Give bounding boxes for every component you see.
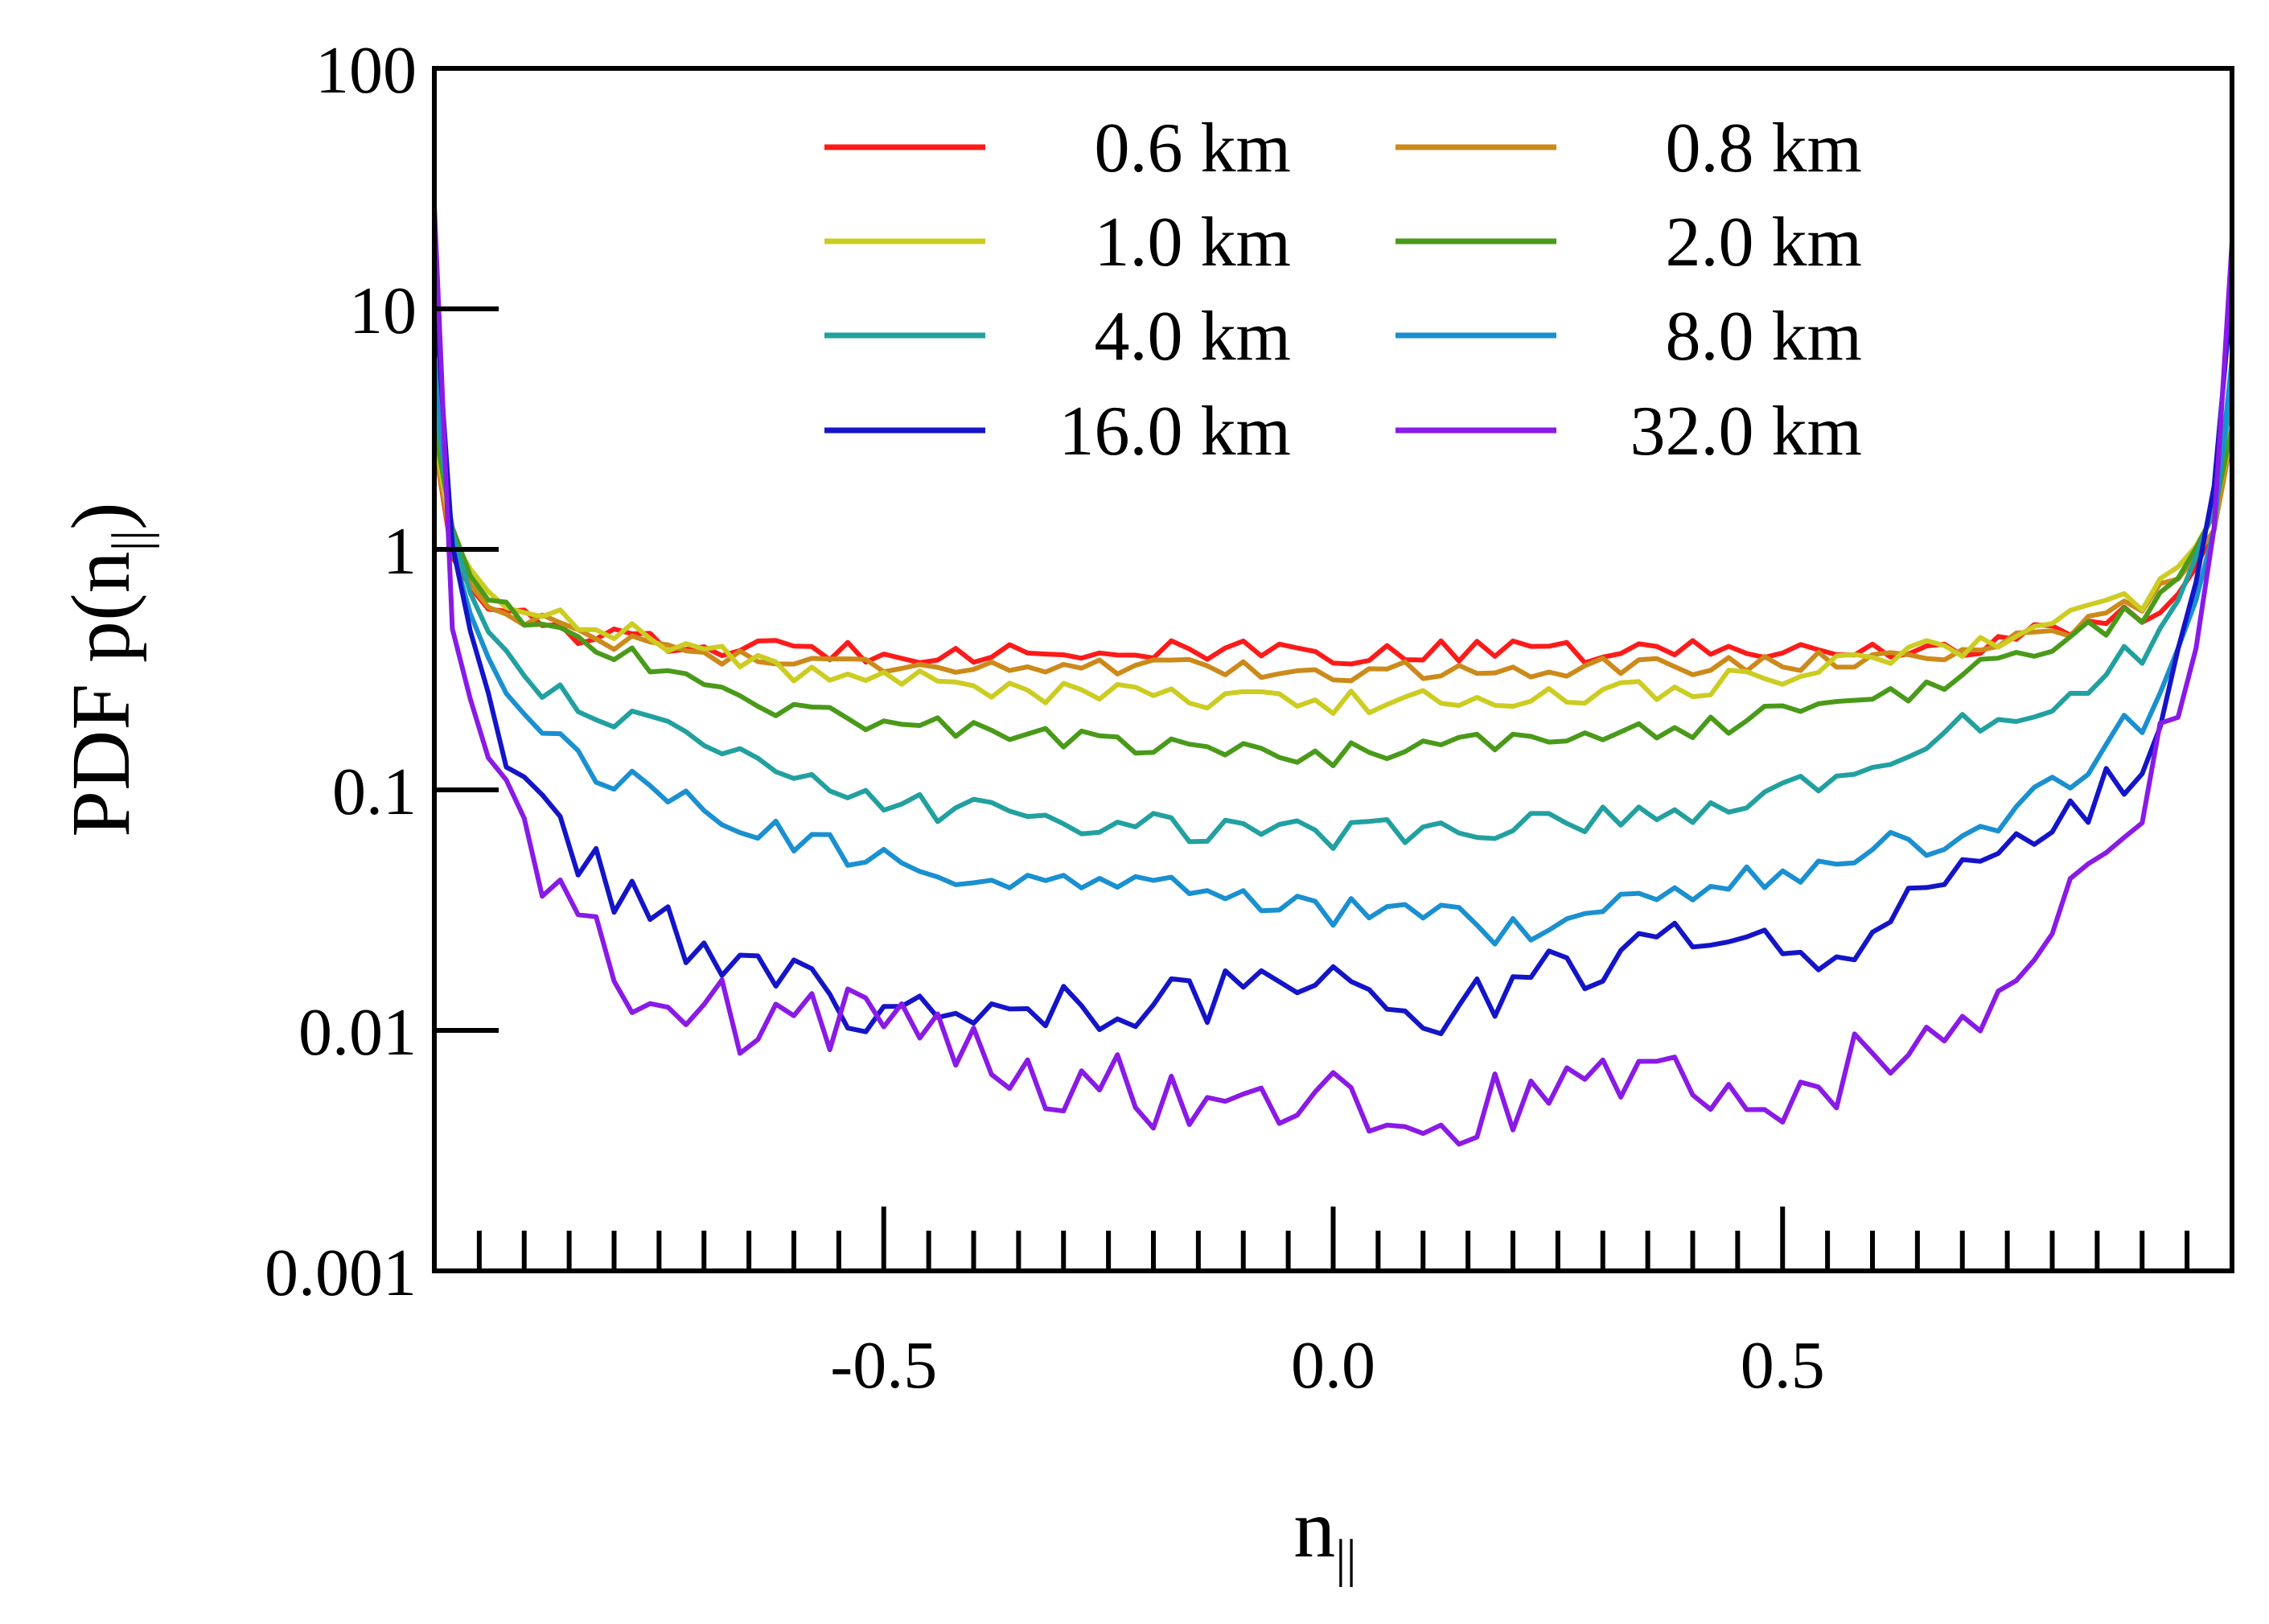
legend: 0.6 km 0.8 km 1.0 km 2.0 km 4.0 km 8.0 km 16.0… bbox=[824, 109, 1862, 471]
y-tick-label: 100 bbox=[315, 33, 417, 108]
series-line-0-6-km bbox=[432, 434, 2234, 667]
y-axis-title-main: PDF p(n bbox=[55, 551, 147, 837]
x-tick-label: 0.5 bbox=[1741, 1328, 1825, 1403]
legend-label: 32.0 km bbox=[1630, 393, 1862, 471]
series-line-1-0-km bbox=[432, 432, 2234, 716]
y-tick-label: 10 bbox=[349, 273, 417, 348]
y-axis-title-subscript: || bbox=[101, 530, 160, 551]
y-axis-title: PDF p(n||) bbox=[55, 502, 160, 837]
x-axis-title: n|| bbox=[1293, 1482, 1356, 1588]
series-line-2-0-km bbox=[432, 426, 2234, 768]
tick-layer: 0.001 0.01 0.1 1 10 100 -0.5 0.0 0.5 bbox=[265, 33, 2190, 1403]
series-line-8-0-km bbox=[432, 359, 2234, 947]
y-tick-label: 1 bbox=[383, 514, 417, 589]
x-tick-label: -0.5 bbox=[830, 1328, 937, 1403]
legend-label: 0.8 km bbox=[1666, 109, 1862, 187]
series-line-4-0-km bbox=[432, 390, 2234, 851]
series-line-32-0-km bbox=[432, 205, 2234, 1147]
series-line-0-8-km bbox=[432, 435, 2234, 684]
x-axis-title-subscript: || bbox=[1335, 1529, 1356, 1588]
series-line-16-0-km bbox=[432, 284, 2234, 1037]
series-layer bbox=[432, 205, 2234, 1147]
legend-label: 1.0 km bbox=[1095, 204, 1291, 282]
legend-label: 16.0 km bbox=[1059, 393, 1291, 471]
legend-label: 4.0 km bbox=[1095, 298, 1291, 376]
legend-label: 8.0 km bbox=[1666, 298, 1862, 376]
y-axis-title-close: ) bbox=[55, 502, 147, 530]
y-tick-label: 0.001 bbox=[265, 1235, 417, 1310]
x-tick-label: 0.0 bbox=[1291, 1328, 1375, 1403]
y-tick-label: 0.01 bbox=[298, 995, 417, 1070]
plot-frame bbox=[432, 66, 2234, 1273]
y-tick-label: 0.1 bbox=[332, 754, 417, 829]
legend-label: 0.6 km bbox=[1095, 109, 1291, 187]
legend-label: 2.0 km bbox=[1666, 204, 1862, 282]
x-axis-title-main: n bbox=[1293, 1482, 1335, 1575]
